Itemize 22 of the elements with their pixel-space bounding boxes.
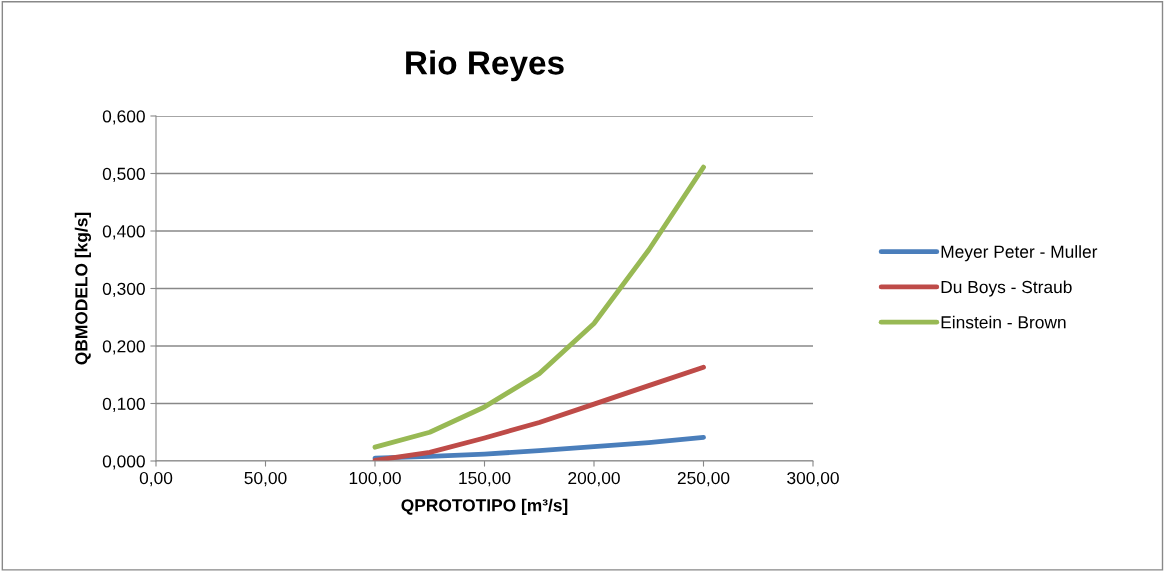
y-tick-label: 0,500 bbox=[102, 167, 145, 183]
legend-label: Einstein - Brown bbox=[941, 315, 1066, 329]
y-tick-label: 0,100 bbox=[102, 397, 145, 413]
x-axis-title: QPROTOTIPO [m³/s] bbox=[401, 498, 568, 515]
x-tick-label: 0,00 bbox=[139, 471, 173, 487]
y-axis-title: QBMODELO [kg/s] bbox=[74, 212, 92, 365]
chart-title: Rio Reyes bbox=[406, 50, 564, 82]
line-series bbox=[372, 364, 706, 461]
line-series bbox=[372, 164, 706, 450]
y-tick-label: 0,000 bbox=[102, 455, 145, 470]
y-tick-label: 0,300 bbox=[102, 282, 145, 298]
legend-label: Du Boys - Straub bbox=[941, 280, 1072, 297]
y-tick-label: 0,200 bbox=[102, 340, 145, 355]
x-tick-label: 250,00 bbox=[677, 471, 730, 487]
x-tick-label: 150,00 bbox=[459, 471, 511, 487]
y-tick-label: 0,600 bbox=[102, 110, 145, 125]
x-tick-label: 100,00 bbox=[349, 471, 401, 487]
legend-label: Meyer Peter - Muller bbox=[941, 245, 1098, 262]
y-tick-label: 0,400 bbox=[102, 225, 145, 240]
x-tick-label: 200,00 bbox=[568, 471, 620, 487]
x-tick-label: 50,00 bbox=[244, 471, 287, 487]
x-tick-label: 300,00 bbox=[787, 471, 839, 487]
